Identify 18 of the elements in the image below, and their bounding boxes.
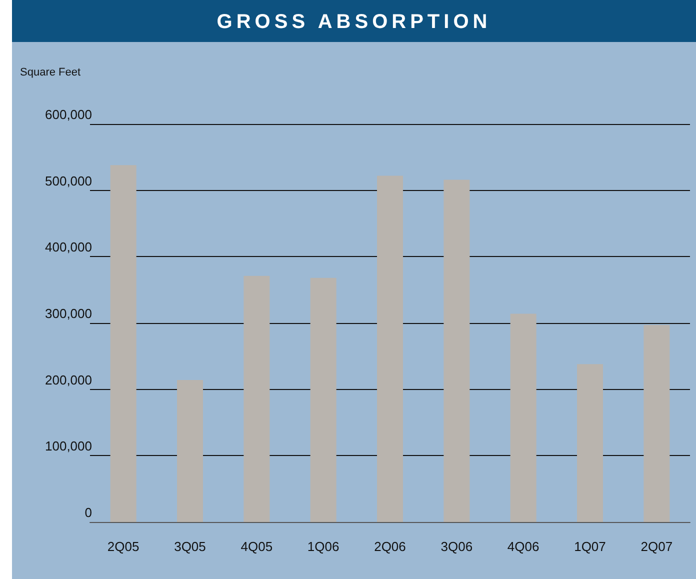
y-tick-label: 100,000: [45, 438, 92, 454]
x-tick-label: 2Q06: [374, 539, 406, 554]
x-tick-label: 1Q07: [574, 539, 606, 554]
y-tick-label: 600,000: [45, 107, 92, 122]
y-tick-label: 300,000: [45, 306, 92, 321]
y-tick-label: 400,000: [45, 240, 92, 255]
x-tick-label: 4Q05: [240, 539, 273, 554]
x-tick-label: 3Q06: [440, 539, 473, 554]
y-tick-label: 200,000: [45, 372, 92, 388]
x-tick-label: 4Q06: [507, 539, 540, 554]
x-tick-label: 2Q05: [107, 539, 140, 554]
y-axis-title: Square Feet: [20, 66, 81, 78]
x-tick-label: 1Q06: [307, 539, 340, 554]
y-tick-label: 500,000: [45, 173, 92, 188]
x-tick-label: 3Q05: [174, 539, 206, 554]
y-tick-label: 0: [84, 505, 92, 520]
chart-title: GROSS ABSORPTION: [12, 0, 696, 42]
x-tick-label: 2Q07: [640, 539, 673, 554]
